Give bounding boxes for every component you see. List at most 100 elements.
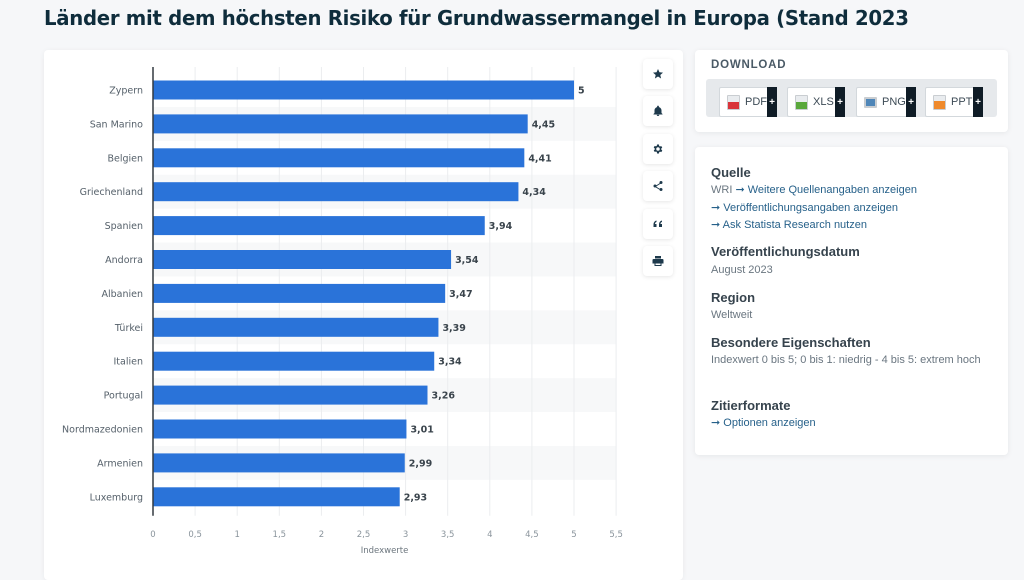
category-label: Nordmazedonien (62, 425, 143, 436)
bell-icon (653, 105, 663, 116)
bar-chart: Zypern 5 San Marino 4,45 Belgien 4,41 Griechen… (62, 67, 623, 556)
download-pdf-plus[interactable]: + (767, 87, 777, 117)
bar-griechenland[interactable] (153, 182, 519, 202)
page-title: Länder mit dem höchsten Risiko für Grund… (44, 6, 909, 30)
download-title: DOWNLOAD (711, 59, 787, 71)
value-label: 5 (578, 86, 585, 97)
more-sources-link[interactable]: Weitere Quellenangaben anzeigen (747, 184, 917, 196)
download-pdf-button[interactable]: PDF + (719, 87, 777, 117)
x-tick-label: 3 (403, 530, 408, 540)
download-ppt-label: PPT (951, 96, 973, 108)
source-heading: Quelle (711, 165, 751, 180)
share-icon (653, 181, 663, 191)
download-panel: DOWNLOAD PDF + XLS + PNG + PPT + (695, 50, 1008, 132)
category-label: Griechenland (80, 187, 143, 198)
gear-icon (653, 144, 663, 154)
share-button[interactable] (643, 171, 673, 201)
arrow-right-icon: ➞ (711, 219, 721, 231)
download-pdf-label: PDF (745, 96, 767, 108)
value-label: 3,34 (438, 357, 462, 368)
category-label: Armenien (97, 458, 143, 469)
value-label: 4,45 (532, 119, 555, 130)
chart-card: Zypern 5 San Marino 4,45 Belgien 4,41 Griechen… (44, 50, 683, 580)
download-png-plus[interactable]: + (906, 87, 916, 117)
value-label: 3,47 (449, 289, 472, 300)
value-label: 2,93 (404, 492, 427, 503)
printer-icon (652, 256, 664, 266)
bar-san-marino[interactable] (153, 114, 528, 134)
category-label: Andorra (105, 255, 143, 266)
category-label: Portugal (104, 391, 143, 402)
x-tick-label: 0,5 (188, 530, 202, 540)
xls-file-icon (795, 94, 808, 110)
region-heading: Region (711, 290, 756, 305)
bar-spanien[interactable] (153, 216, 485, 236)
region-value: Weltweit (711, 309, 753, 321)
date-heading: Veröffentlichungsdatum (711, 244, 860, 259)
print-button[interactable] (643, 246, 673, 276)
arrow-right-icon: ➞ (711, 417, 721, 429)
x-tick-label: 0 (150, 530, 155, 540)
x-tick-label: 2,5 (357, 530, 371, 540)
x-tick-label: 5,5 (609, 530, 623, 540)
arrow-right-icon: ➞ (711, 202, 721, 214)
bar-nordmazedonien[interactable] (153, 419, 407, 439)
publication-details-label: Veröffentlichungsangaben anzeigen (723, 202, 899, 214)
download-png-button[interactable]: PNG + (856, 87, 916, 117)
bar-luxemburg[interactable] (153, 487, 400, 507)
download-ppt-button[interactable]: PPT + (925, 87, 983, 117)
category-label: Luxemburg (90, 492, 143, 503)
cite-button[interactable] (643, 209, 673, 239)
bar-albanien[interactable] (153, 283, 446, 303)
download-options: PDF + XLS + PNG + PPT + (706, 79, 997, 117)
value-label: 3,26 (431, 391, 455, 402)
bar-armenien[interactable] (153, 453, 405, 473)
date-value: August 2023 (711, 264, 773, 276)
category-label: Albanien (101, 289, 143, 300)
ask-research-link[interactable]: ➞ Ask Statista Research nutzen (711, 218, 867, 231)
category-label: Spanien (105, 221, 143, 232)
quote-icon (653, 220, 662, 227)
bar-portugal[interactable] (153, 385, 428, 405)
notification-button[interactable] (643, 96, 673, 126)
category-label: Türkei (114, 323, 143, 334)
value-label: 2,99 (409, 458, 432, 469)
download-xls-label: XLS (813, 96, 834, 108)
value-label: 4,34 (522, 187, 546, 198)
download-xls-plus[interactable]: + (835, 87, 845, 117)
category-label: Belgien (107, 153, 143, 164)
arrow-right-icon: ➞ (735, 184, 745, 196)
ask-research-label: Ask Statista Research nutzen (722, 219, 867, 231)
favorite-button[interactable] (643, 59, 673, 89)
download-ppt-plus[interactable]: + (973, 87, 983, 117)
bar-türkei[interactable] (153, 317, 439, 337)
x-tick-label: 3,5 (441, 530, 455, 540)
citation-heading: Zitierformate (711, 398, 791, 413)
publication-details-link[interactable]: ➞ Veröffentlichungsangaben anzeigen (711, 201, 898, 214)
ppt-file-icon (933, 94, 946, 110)
png-file-icon (864, 96, 877, 108)
x-tick-label: 5 (571, 530, 576, 540)
download-xls-button[interactable]: XLS + (787, 87, 845, 117)
bar-zypern[interactable] (153, 80, 574, 100)
x-tick-label: 2 (319, 530, 324, 540)
settings-button[interactable] (643, 134, 673, 164)
x-tick-label: 4,5 (525, 530, 539, 540)
value-label: 3,94 (489, 221, 513, 232)
bar-italien[interactable] (153, 351, 435, 371)
x-axis-title: Indexwerte (361, 546, 409, 556)
category-label: San Marino (90, 119, 143, 130)
bar-andorra[interactable] (153, 250, 452, 269)
star-icon (653, 69, 663, 79)
value-label: 3,39 (442, 323, 465, 334)
value-label: 4,41 (528, 153, 551, 164)
x-tick-label: 1 (234, 530, 239, 540)
features-heading: Besondere Eigenschaften (711, 335, 871, 350)
bar-belgien[interactable] (153, 148, 525, 168)
x-tick-label: 1,5 (273, 530, 287, 540)
citation-options-link[interactable]: ➞ Optionen anzeigen (711, 416, 816, 429)
value-label: 3,54 (455, 255, 479, 266)
x-tick-label: 4 (487, 530, 492, 540)
source-name: WRI (711, 184, 733, 196)
category-label: Italien (114, 357, 144, 368)
